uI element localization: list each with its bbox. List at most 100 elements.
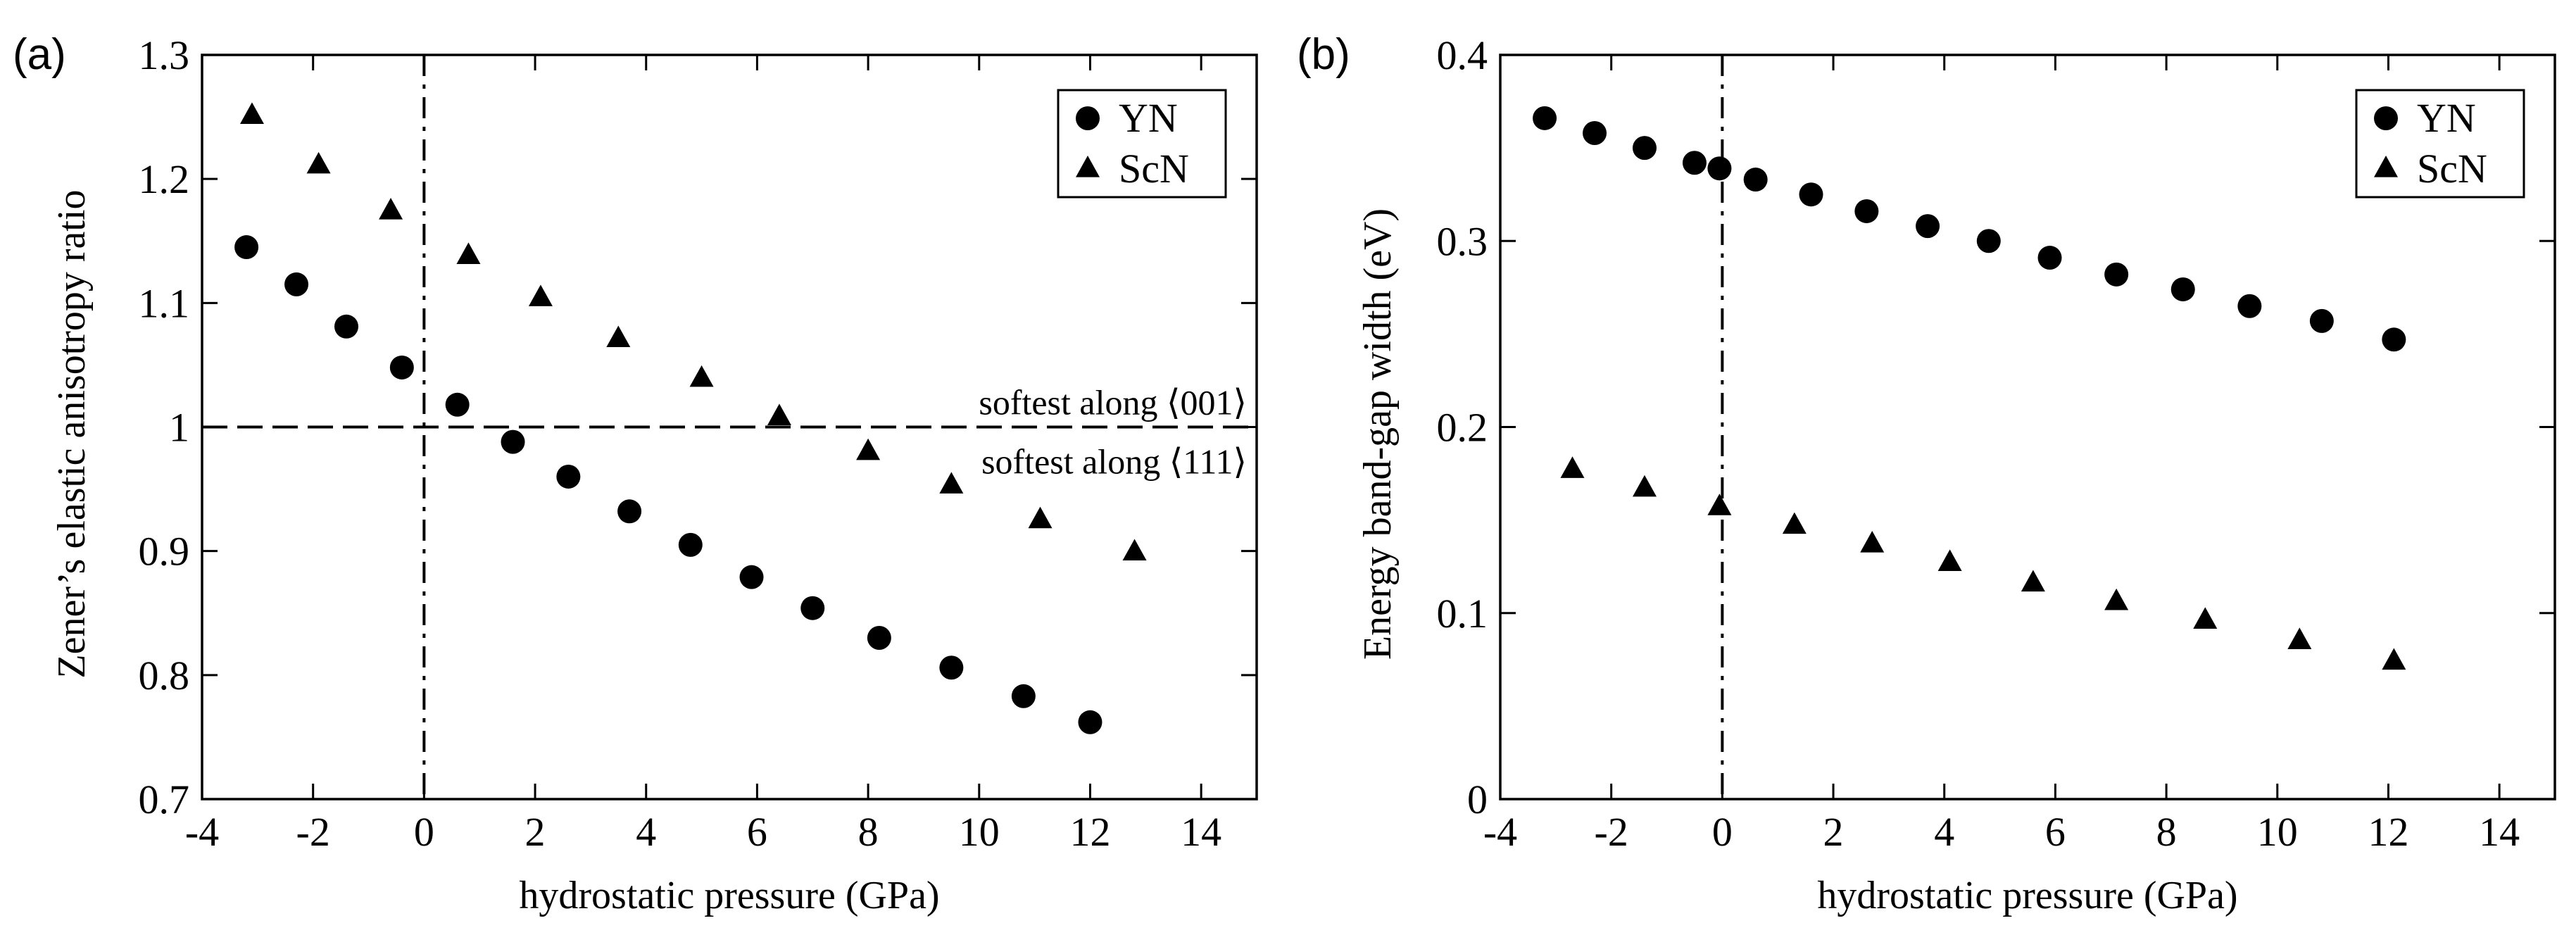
panel-a-x-tick-label: 2 (525, 809, 546, 855)
panel-a-scn-point (1122, 539, 1147, 561)
panel-b-x-tick-label: 8 (2156, 809, 2177, 855)
panel-b-x-tick-label: 4 (1934, 809, 1954, 855)
panel-b-x-tick-label: 12 (2368, 809, 2408, 855)
panel-b-x-tick-label: -2 (1595, 809, 1628, 855)
panel-b-scn-point (2382, 648, 2406, 670)
panel-a-scn-point (689, 365, 714, 387)
panel-a-x-tick-label: -2 (296, 809, 330, 855)
panel-a-legend-scn-marker (1076, 156, 1100, 177)
panel-b-yn-point (2309, 308, 2334, 333)
panel-b-scn-point (1860, 531, 1885, 553)
panel-a-y-axis-label: Zener’s elastic anisotropy ratio (50, 189, 94, 678)
panel-b-yn-point (1583, 120, 1607, 145)
panel-b-plot-frame (1499, 54, 2556, 801)
panel-a-x-tick-label: 14 (1181, 809, 1221, 855)
panel-a-yn-point (678, 532, 703, 557)
panel-a-scn-point (767, 403, 791, 426)
panel-a-annotations: softest along ⟨001⟩ softest along ⟨111⟩ (979, 383, 1247, 482)
panel-a-y-tick-label: 1 (169, 405, 189, 451)
panel-a-scn-point (939, 472, 964, 494)
panel-a-annotation-above: softest along ⟨001⟩ (979, 383, 1247, 422)
panel-a-x-tick-label: 6 (747, 809, 767, 855)
panel-a-yn-point (739, 565, 764, 589)
panel-b-scn-point (1560, 456, 1585, 478)
panel-b: (b) -4 -2 0 2 4 6 8 10 12 14 0 0.1 0.2 0.3 0.4 YN ScN h… (1297, 30, 2556, 917)
panel-a-x-tick-label: 0 (414, 809, 434, 855)
panel-a-y-tick-label: 1.3 (139, 32, 190, 78)
panel-b-yn-point (1743, 168, 1768, 192)
panel-a-legend-yn-marker (1076, 106, 1100, 130)
panel-b-yn-point (2104, 262, 2129, 287)
panel-a-x-tick-label: -4 (185, 809, 219, 855)
panel-a-yn-point (284, 272, 309, 296)
panel-b-x-tick-label: -4 (1483, 809, 1517, 855)
panel-a-y-tick-label: 1.2 (139, 156, 190, 202)
panel-b-legend: YN ScN (2355, 89, 2525, 199)
panel-b-y-tick-label: 0.3 (1437, 218, 1488, 264)
panel-b-legend-yn-label: YN (2417, 95, 2476, 141)
panel-b-y-tick-label: 0.1 (1437, 591, 1488, 636)
panel-b-legend-scn-label: ScN (2417, 146, 2487, 192)
panel-a-legend-yn-label: YN (1119, 95, 1178, 141)
panel-a-yn-point (445, 392, 470, 417)
panel-a-scn-point (1028, 506, 1053, 529)
panel-b-scn-point (1707, 494, 1732, 515)
panel-b-y-axis-label: Energy band-gap width (eV) (1356, 208, 1400, 660)
panel-a-plot-frame (201, 54, 1258, 801)
panel-b-yn-point (1682, 151, 1707, 175)
panel-b-scn-point (1782, 512, 1807, 534)
panel-a-legend: YN ScN (1057, 89, 1227, 199)
panel-b-ticks: -4 -2 0 2 4 6 8 10 12 14 0 0.1 0.2 0.3 0.4 (1437, 32, 2555, 855)
panel-b-scn-point (1937, 549, 1962, 572)
panel-b-yn-point (1707, 156, 1732, 181)
panel-b-y-tick-label: 0.4 (1437, 32, 1488, 78)
panel-b-legend-scn-marker (2374, 156, 2398, 177)
panel-a-yn-point (1011, 684, 1036, 708)
panel-b-yn-point (2037, 246, 2062, 270)
panel-a-yn-point (1078, 710, 1102, 734)
panel-b-tag: (b) (1297, 30, 1350, 79)
panel-b-yn-point (2382, 327, 2406, 352)
panel-a-scn-point (239, 102, 264, 124)
panel-a-tag: (a) (13, 30, 66, 79)
panel-a-legend-scn-label: ScN (1119, 146, 1189, 192)
panel-a-x-tick-label: 10 (959, 809, 1000, 855)
panel-b-yn-point (2237, 294, 2262, 318)
panel-a-yn-point (389, 355, 414, 379)
panel-a-y-tick-label: 0.7 (139, 777, 190, 822)
panel-b-x-tick-label: 14 (2479, 809, 2520, 855)
panel-a-ticks: -4 -2 0 2 4 6 8 10 12 14 0.7 0.8 0.9 1 1.1 1.2 1.3 (139, 32, 1257, 855)
panel-b-y-tick-label: 0.2 (1437, 405, 1488, 451)
panel-a-yn-point (867, 625, 891, 650)
panel-a-yn-point (800, 596, 825, 620)
panel-b-legend-yn-marker (2374, 106, 2398, 130)
panel-a-x-tick-label: 4 (636, 809, 656, 855)
panel-a-yn-point (334, 314, 358, 339)
panel-a-annotation-below: softest along ⟨111⟩ (981, 442, 1247, 482)
panel-a-yn-point (234, 235, 259, 260)
panel-a-y-tick-label: 0.8 (139, 653, 190, 698)
panel-a-scn-point (528, 284, 553, 306)
panel-a-yn-point (556, 464, 581, 489)
panel-a-scn-point (306, 151, 331, 174)
panel-b-data-marks (1533, 106, 2406, 670)
panel-b-yn-point (1799, 182, 1823, 207)
panel-b-yn-point (1533, 106, 1557, 130)
panel-a-x-axis-label: hydrostatic pressure (GPa) (519, 874, 939, 917)
panel-b-yn-point (1632, 136, 1657, 161)
panel-a-x-tick-label: 12 (1069, 809, 1110, 855)
panel-a-scn-point (606, 325, 631, 348)
panel-a-yn-point (939, 655, 964, 680)
panel-a-y-tick-label: 0.9 (139, 529, 190, 575)
panel-a-scn-point (456, 242, 481, 265)
panel-b-x-tick-label: 0 (1712, 809, 1733, 855)
panel-b-scn-point (2287, 627, 2312, 650)
panel-b-yn-point (1916, 214, 1940, 239)
panel-b-scn-point (2021, 570, 2045, 592)
panel-b-scn-point (2104, 588, 2129, 610)
panel-a-y-tick-label: 1.1 (139, 280, 190, 326)
panel-a-scn-point (856, 438, 881, 460)
panel-a-data-marks (234, 102, 1147, 734)
panel-b-scn-point (2193, 607, 2218, 629)
